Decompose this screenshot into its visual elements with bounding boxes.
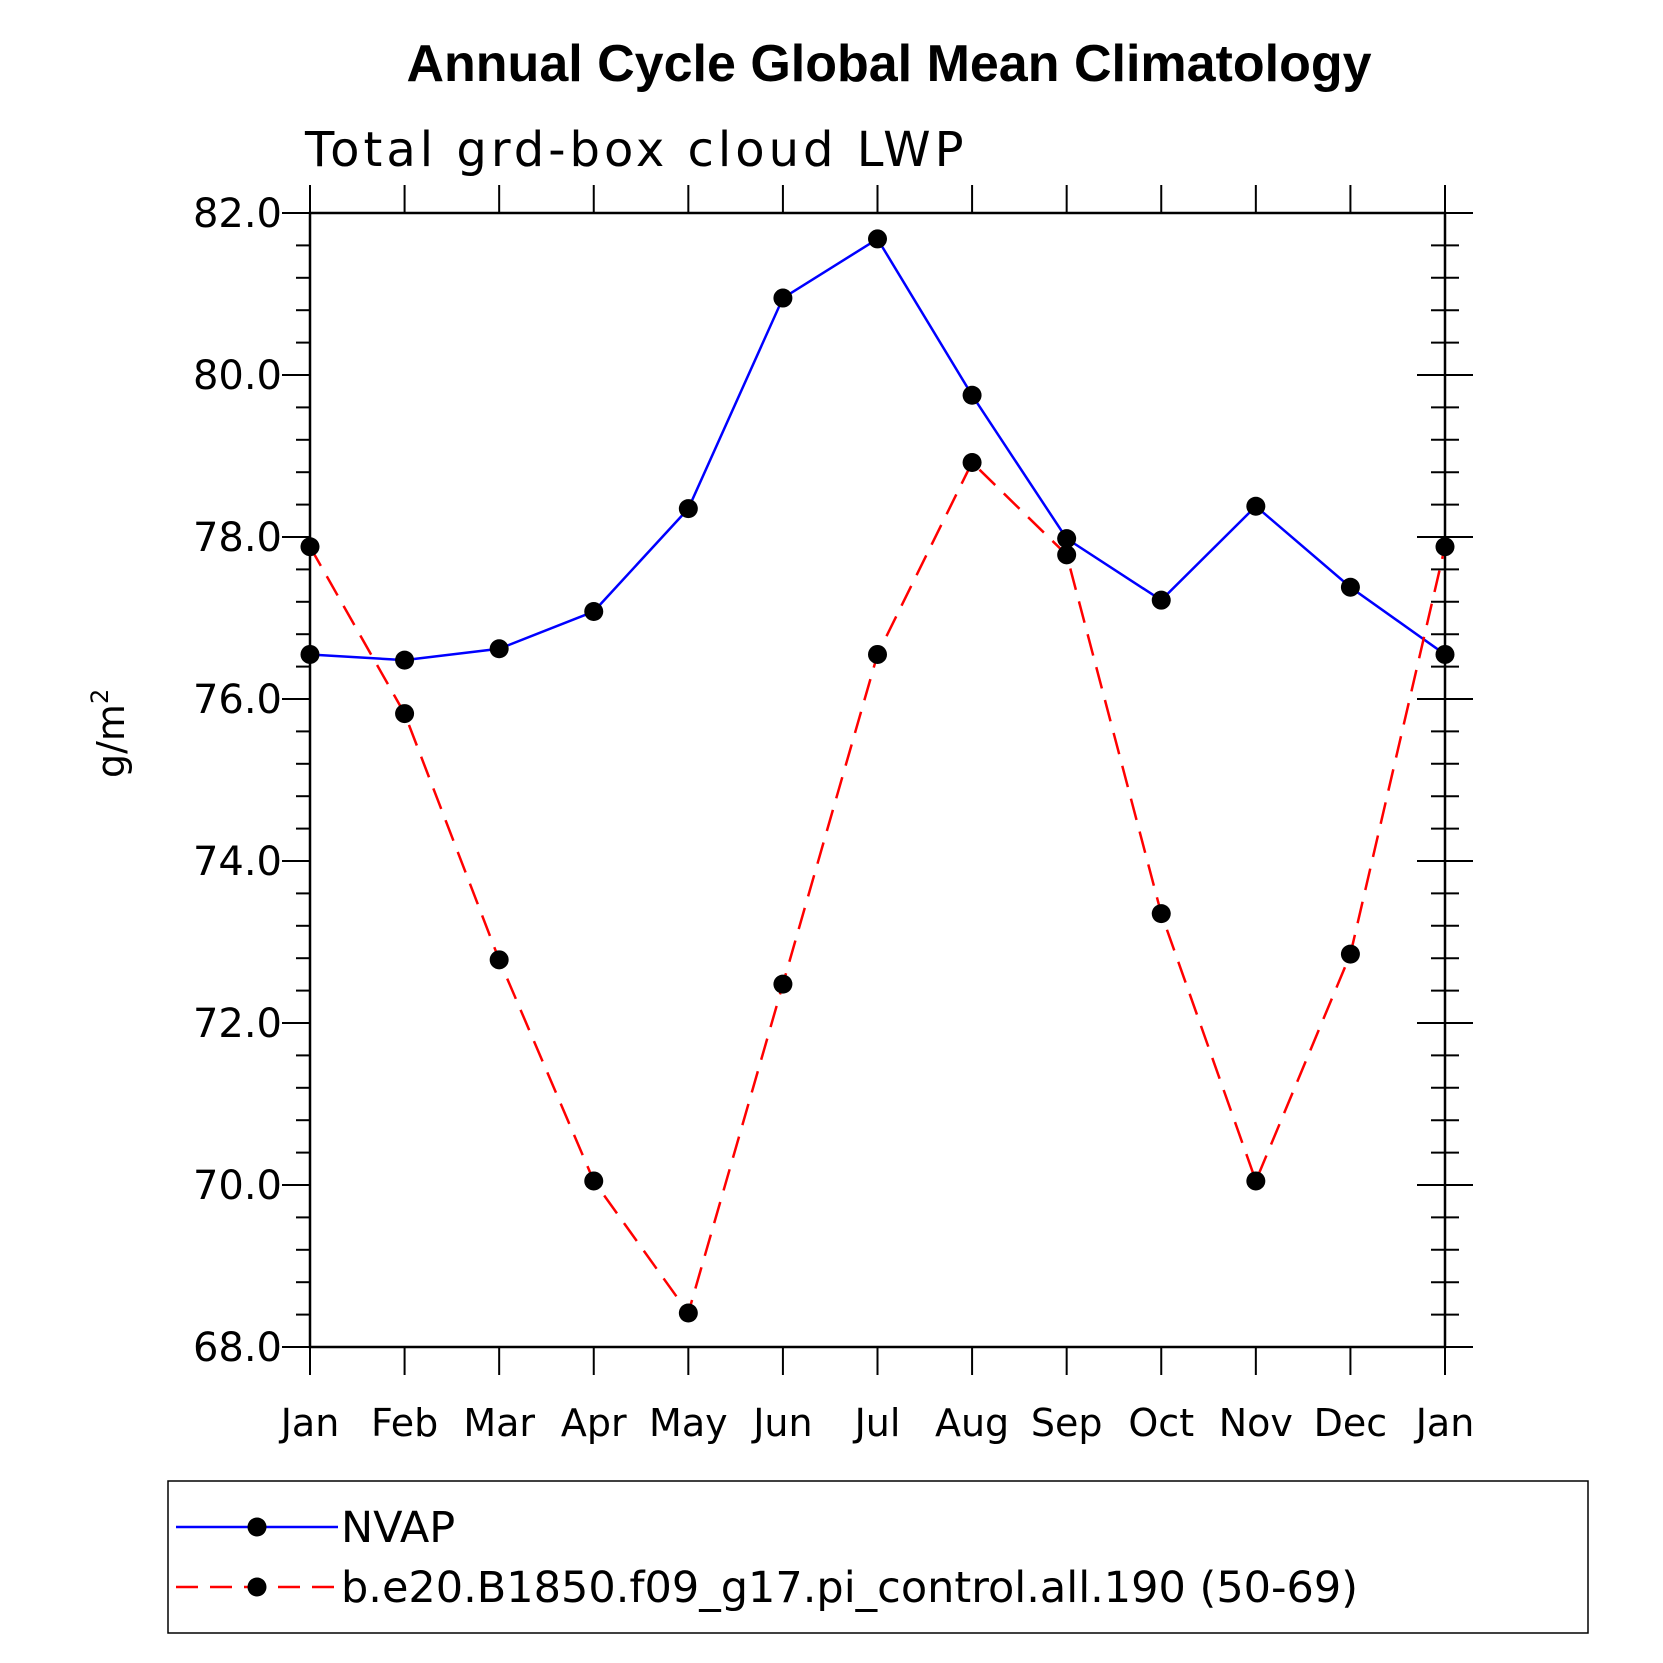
data-point xyxy=(489,950,509,970)
data-point xyxy=(489,639,509,659)
data-point xyxy=(962,452,982,472)
data-point xyxy=(395,650,415,670)
y-tick-label: 74.0 xyxy=(193,839,282,885)
series-1 xyxy=(300,229,1455,670)
plot-frame xyxy=(308,211,1447,1349)
data-point xyxy=(300,537,320,557)
data-point xyxy=(678,499,698,519)
data-point xyxy=(773,288,793,308)
data-point xyxy=(300,644,320,664)
legend-label: b.e20.B1850.f09_g17.pi_control.all.190 (… xyxy=(341,1563,1358,1613)
legend: NVAP b.e20.B1850.f09_g17.pi_control.all.1… xyxy=(167,1480,1589,1634)
x-tick-label: Jul xyxy=(853,1401,901,1445)
x-tick-label: Jan xyxy=(1414,1401,1475,1445)
data-point xyxy=(1057,545,1077,565)
legend-marker xyxy=(247,1577,267,1597)
y-tick-label: 70.0 xyxy=(193,1163,282,1209)
x-tick-label: Jun xyxy=(751,1401,812,1445)
x-tick-label: May xyxy=(649,1401,728,1445)
data-point xyxy=(678,1303,698,1323)
legend-label: NVAP xyxy=(341,1503,455,1553)
y-tick-label: 76.0 xyxy=(193,677,282,723)
data-point xyxy=(962,385,982,405)
data-point xyxy=(868,644,887,664)
data-point xyxy=(395,704,415,724)
data-point xyxy=(868,229,887,249)
chart-subtitle: Total grd-box cloud LWP xyxy=(304,122,968,178)
legend-marker xyxy=(247,1517,267,1537)
y-axis-label-unit: g/m xyxy=(89,704,133,778)
x-tick-label: Sep xyxy=(1031,1401,1103,1445)
data-point xyxy=(1151,590,1171,610)
svg-text:g/m2: g/m2 xyxy=(86,689,133,778)
x-tick-label: Dec xyxy=(1314,1401,1388,1445)
series-line xyxy=(308,460,1447,1316)
data-point xyxy=(584,602,604,622)
x-tick-labels: Jan Feb Mar Apr May Jun Jul Aug Sep Oct Nov Dec Jan xyxy=(279,1401,1475,1445)
data-point xyxy=(1435,644,1455,664)
y-axis-label-exponent: 2 xyxy=(86,689,114,704)
data-point xyxy=(1340,577,1360,597)
x-tick-label: Mar xyxy=(463,1401,535,1445)
data-point xyxy=(1246,1171,1266,1191)
data-point xyxy=(584,1171,604,1191)
y-tick-labels: 68.0 70.0 72.0 74.0 76.0 78.0 80.0 82.0 xyxy=(193,191,282,1371)
series-2 xyxy=(300,452,1455,1323)
data-point xyxy=(1340,944,1360,964)
data-point xyxy=(1151,904,1171,924)
y-tick-label: 80.0 xyxy=(193,353,282,399)
y-tick-label: 68.0 xyxy=(193,1325,282,1371)
chart-title: Annual Cycle Global Mean Climatology xyxy=(406,35,1371,93)
x-tick-label: Aug xyxy=(935,1401,1009,1445)
x-tick-label: Apr xyxy=(561,1401,627,1445)
y-tick-label: 72.0 xyxy=(193,1001,282,1047)
y-tick-label: 78.0 xyxy=(193,515,282,561)
x-tick-label: Jan xyxy=(279,1401,340,1445)
x-tick-label: Feb xyxy=(371,1401,438,1445)
series-line xyxy=(309,237,1446,662)
legend-item: NVAP xyxy=(176,1503,455,1553)
x-tick-label: Nov xyxy=(1219,1401,1293,1445)
axis-ticks xyxy=(282,185,1473,1375)
y-axis-label: g/m2 xyxy=(86,689,133,778)
data-point xyxy=(773,974,793,994)
legend-item: b.e20.B1850.f09_g17.pi_control.all.190 (… xyxy=(176,1563,1358,1613)
series-layer xyxy=(300,229,1455,1323)
legend-box xyxy=(167,1480,1589,1634)
y-tick-label: 82.0 xyxy=(193,191,282,237)
data-point xyxy=(1057,529,1077,549)
data-point xyxy=(1435,537,1455,557)
data-point xyxy=(1246,496,1266,516)
x-tick-label: Oct xyxy=(1128,1401,1194,1445)
